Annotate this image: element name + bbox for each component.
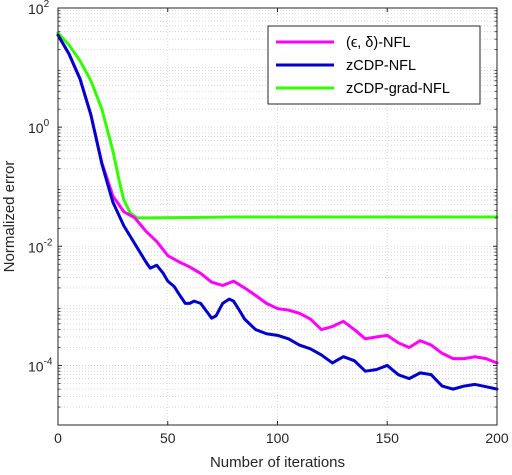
series-line-0 <box>56 33 499 365</box>
x-tick-label: 100 <box>266 430 290 446</box>
series-lines <box>56 31 499 391</box>
x-tick-label: 50 <box>160 430 176 446</box>
x-axis-label: Number of iterations <box>210 454 345 470</box>
series-line-2 <box>56 31 499 220</box>
series-line-1 <box>56 33 499 391</box>
y-tick-label: 10-4 <box>28 356 53 374</box>
legend-label: (ϵ, δ)-NFL <box>346 35 410 51</box>
x-tick-label: 150 <box>376 430 400 446</box>
y-tick-label: 10-2 <box>28 237 53 255</box>
y-tick-label: 102 <box>28 0 50 17</box>
axis-ticks: 0 50 100 150 200 10-4 10-2 100 102 <box>28 0 509 446</box>
y-axis-label: Normalized error <box>1 161 18 273</box>
legend: (ϵ, δ)-NFL zCDP-NFL zCDP-grad-NFL <box>267 25 481 105</box>
legend-label: zCDP-grad-NFL <box>346 81 450 97</box>
y-tick-label: 100 <box>28 118 50 136</box>
legend-label: zCDP-NFL <box>346 58 416 74</box>
x-tick-label: 0 <box>54 430 62 446</box>
x-tick-label: 200 <box>485 430 509 446</box>
